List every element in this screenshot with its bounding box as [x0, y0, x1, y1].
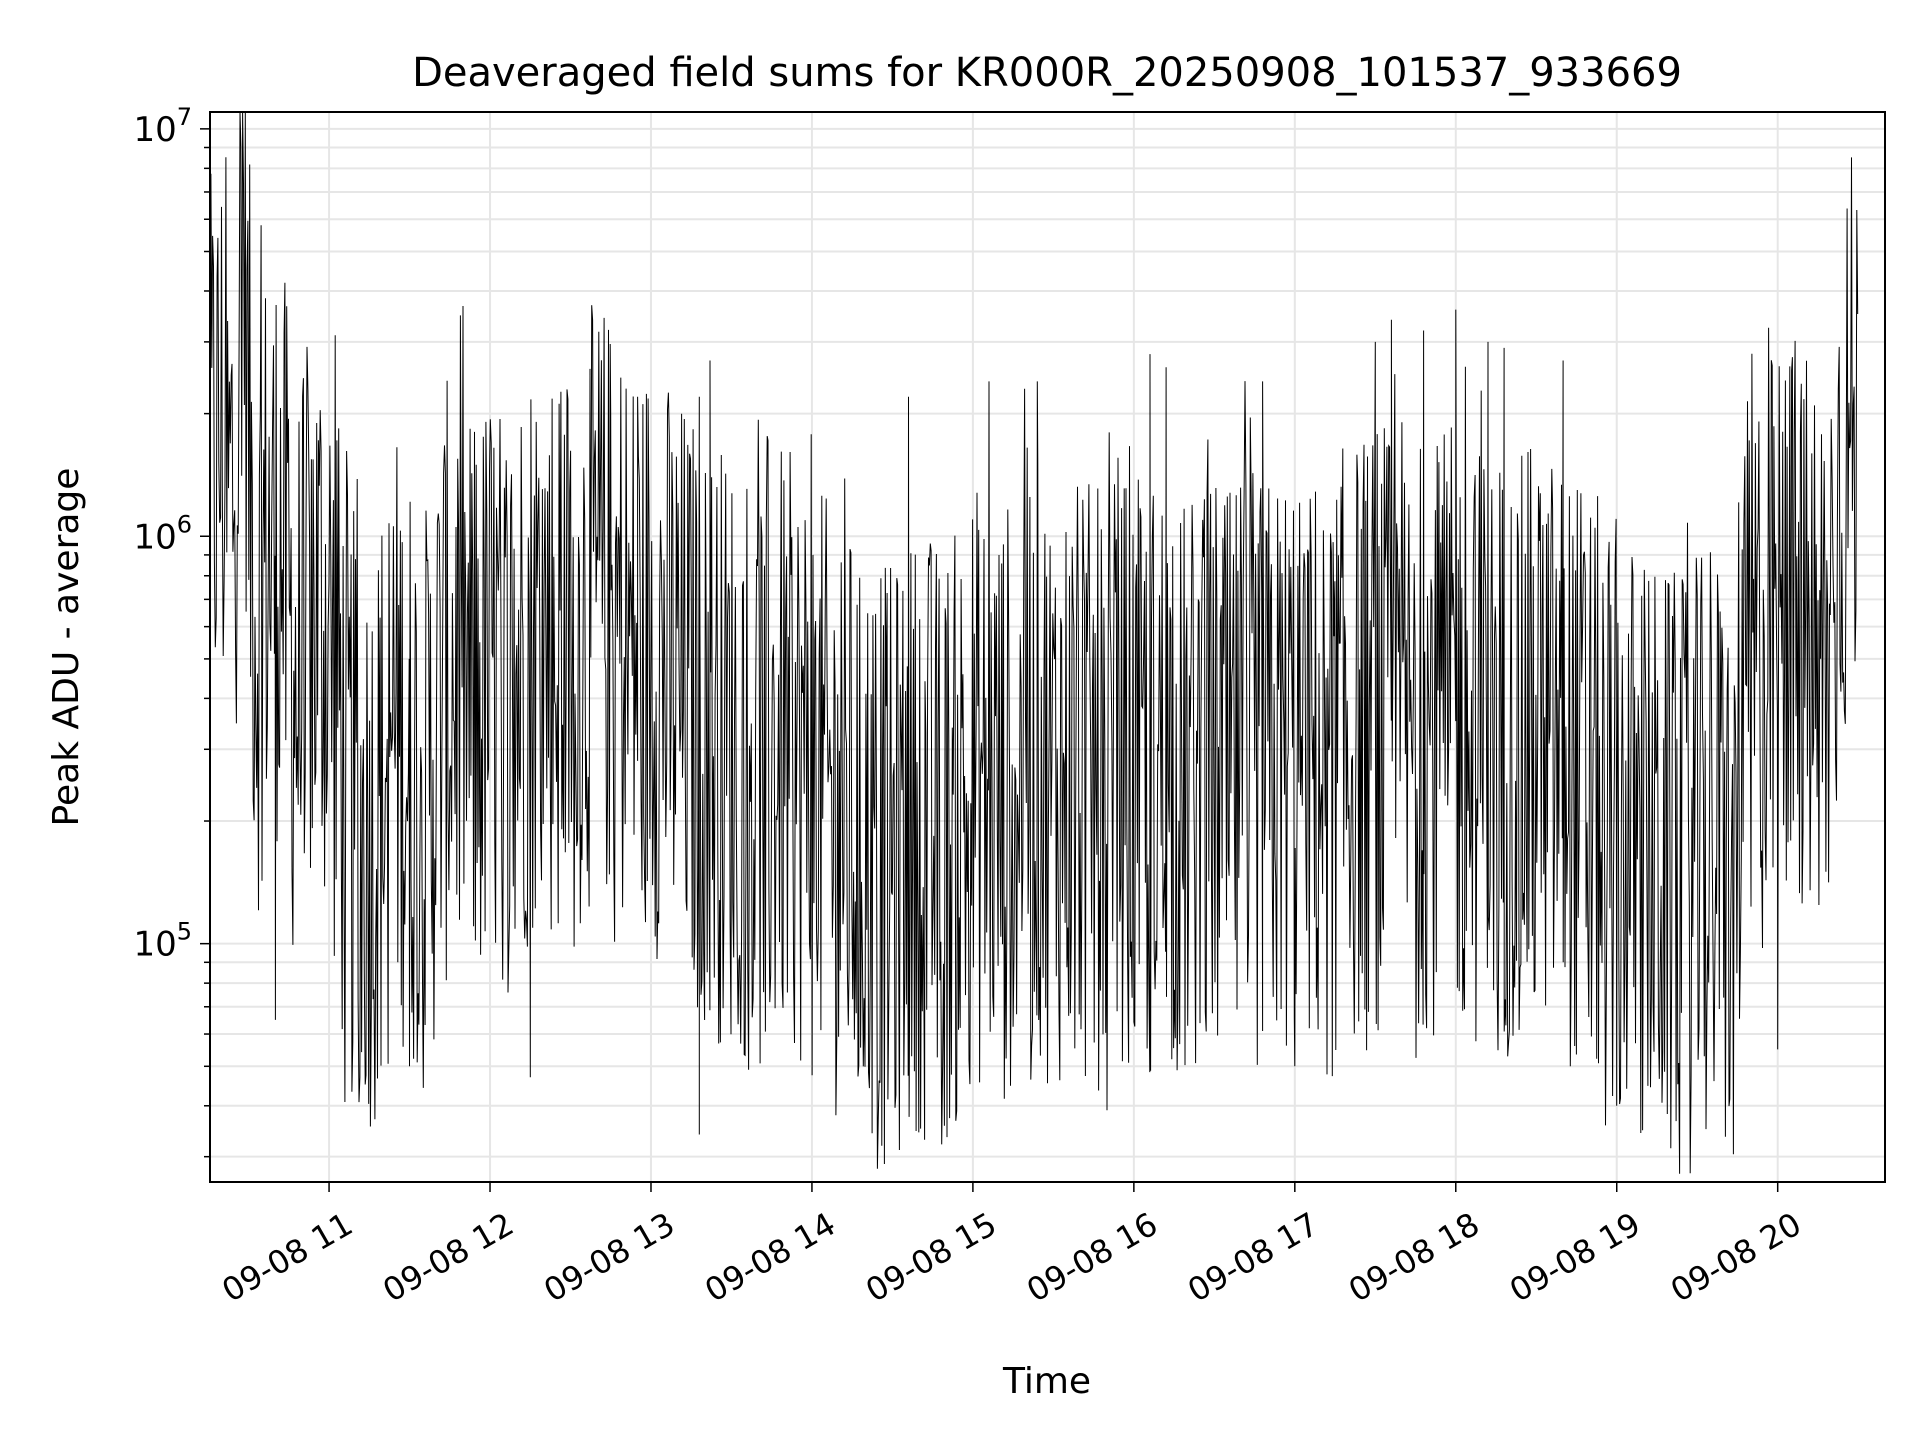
series-line [209, 111, 1859, 1174]
y-tick-label: 105 [133, 918, 192, 965]
y-tick-label-exponent: 7 [177, 103, 192, 131]
x-axis-label: Time [1002, 1361, 1091, 1402]
y-tick-label-base: 10 [133, 925, 176, 965]
y-tick-label: 106 [133, 510, 192, 557]
y-tick-label-exponent: 6 [177, 510, 192, 538]
y-axis-label: Peak ADU - average [46, 468, 87, 827]
plot-area [209, 111, 1859, 1174]
y-tick-label-exponent: 5 [177, 918, 192, 946]
y-tick-label-base: 10 [133, 517, 176, 557]
y-tick-label: 107 [133, 103, 192, 150]
y-tick-label-base: 10 [133, 110, 176, 150]
chart-title: Deaveraged field sums for KR000R_2025090… [412, 50, 1682, 96]
axes-frame [209, 111, 1886, 1183]
